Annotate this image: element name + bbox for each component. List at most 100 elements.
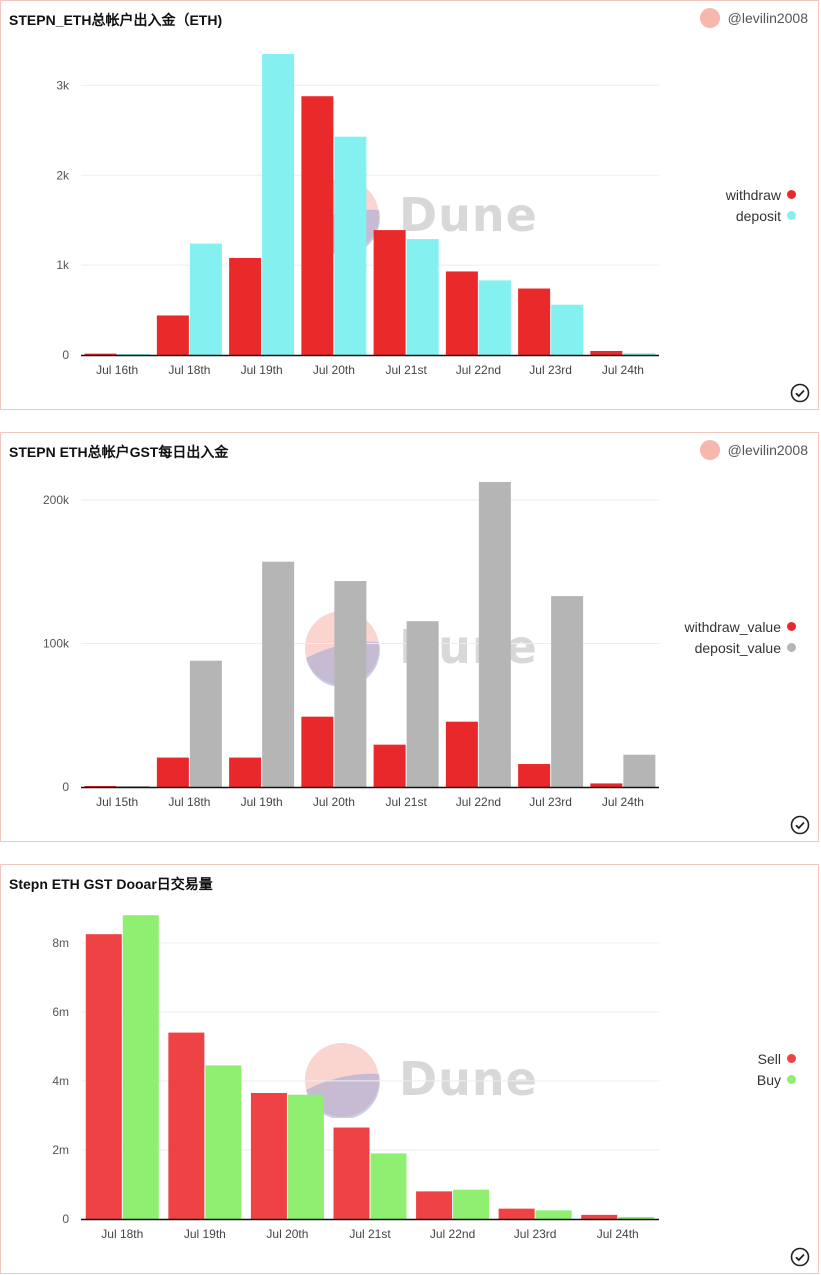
bar-chart-svg: 0 1k 2k 3k Jul 16th Jul 18th Jul 19th Jul 20th J… (56, 53, 659, 377)
bar-deposit (189, 243, 222, 355)
chart-panel-3: Stepn ETH GST Dooar日交易量 Dune 0 2m 4m 6m 8m Ju… (0, 864, 819, 1274)
x-tick-label: Jul 24th (602, 795, 644, 809)
bar-deposit-value (334, 581, 367, 787)
legend: withdraw deposit (726, 184, 796, 226)
bar-buy (205, 1065, 242, 1219)
bar-withdraw (445, 271, 478, 355)
bar-deposit (478, 280, 511, 355)
legend-label: deposit_value (694, 639, 781, 656)
x-tick-label: Jul 23rd (529, 795, 572, 809)
x-tick-label: Jul 20th (266, 1227, 308, 1241)
bar-deposit-value (406, 621, 439, 787)
y-tick-label: 2k (56, 168, 70, 182)
x-tick-label: Jul 23rd (514, 1227, 557, 1241)
author-name: @levilin2008 (727, 442, 808, 458)
x-tick-label: Jul 20th (313, 795, 355, 809)
x-tick-label: Jul 21st (385, 795, 427, 809)
author-name: @levilin2008 (727, 10, 808, 26)
check-circle-icon[interactable] (790, 815, 810, 835)
y-tick-label: 200k (43, 493, 70, 507)
bar-chart-svg: 0 100k 200k Jul 15th Jul 18th Jul 19th Jul 20t… (43, 482, 659, 809)
legend-dot (787, 190, 796, 199)
x-tick-label: Jul 21st (349, 1227, 391, 1241)
x-tick-label: Jul 20th (313, 363, 355, 377)
bar-sell (416, 1191, 453, 1219)
x-tick-label: Jul 24th (602, 363, 644, 377)
y-tick-label: 1k (56, 258, 70, 272)
bar-withdraw (301, 96, 334, 355)
bar-buy (618, 1216, 655, 1219)
bar-withdraw-value (373, 744, 406, 787)
bar-deposit-value (189, 660, 222, 787)
x-tick-label: Jul 22nd (456, 795, 501, 809)
y-tick-label: 6m (52, 1005, 69, 1019)
chart-panel-1: STEPN_ETH总帐户出入金（ETH) @levilin2008 Dune 0… (0, 0, 819, 410)
bar-deposit (406, 239, 439, 355)
legend: Sell Buy (757, 1048, 796, 1090)
legend-dot (787, 1075, 796, 1084)
check-circle-icon[interactable] (790, 1247, 810, 1267)
bar-withdraw (229, 257, 262, 355)
bar-deposit (623, 353, 656, 355)
bar-sell (498, 1208, 535, 1219)
x-tick-label: Jul 19th (241, 363, 283, 377)
legend-dot (787, 643, 796, 652)
bar-deposit-value (478, 482, 511, 787)
bar-deposit (334, 136, 367, 355)
x-tick-label: Jul 18th (101, 1227, 143, 1241)
avatar (699, 440, 720, 460)
x-tick-label: Jul 15th (96, 795, 138, 809)
bar-withdraw-value (518, 764, 551, 787)
legend-item-withdraw[interactable]: withdraw (726, 184, 796, 205)
bar-withdraw-value (84, 786, 117, 787)
legend-label: Buy (756, 1071, 781, 1088)
bar-buy (453, 1189, 490, 1219)
bar-sell (168, 1032, 205, 1219)
y-tick-label: 0 (62, 1212, 69, 1226)
legend-dot (787, 1054, 796, 1063)
bar-sell (250, 1092, 287, 1219)
bar-deposit-value (623, 754, 656, 787)
y-tick-label: 0 (62, 348, 69, 362)
y-tick-label: 2m (52, 1143, 69, 1157)
legend-item-deposit-value[interactable]: deposit_value (685, 637, 796, 658)
legend-item-buy[interactable]: Buy (757, 1069, 796, 1090)
author-link[interactable]: @levilin2008 (699, 8, 808, 28)
x-tick-label: Jul 24th (597, 1227, 639, 1241)
check-circle-icon[interactable] (790, 383, 810, 403)
legend-item-withdraw-value[interactable]: withdraw_value (685, 616, 796, 637)
y-tick-label: 0 (62, 780, 69, 794)
chart-title: STEPN_ETH总帐户出入金（ETH) (9, 12, 223, 28)
y-tick-label: 100k (43, 636, 70, 650)
legend-item-sell[interactable]: Sell (757, 1048, 796, 1069)
x-tick-label: Jul 16th (96, 363, 138, 377)
bar-chart-svg: 0 2m 4m 6m 8m Jul 18th Jul 19th Jul 20th Jul 21s… (52, 915, 659, 1241)
bar-sell (85, 934, 122, 1219)
legend-dot (787, 211, 796, 220)
bar-withdraw (590, 350, 623, 355)
x-tick-label: Jul 19th (184, 1227, 226, 1241)
y-tick-label: 4m (52, 1074, 69, 1088)
legend-label: withdraw (725, 186, 781, 203)
bar-deposit (551, 304, 584, 355)
bar-deposit (262, 53, 295, 356)
x-tick-label: Jul 18th (168, 363, 210, 377)
bar-deposit-value (117, 786, 150, 787)
bar-withdraw (373, 230, 406, 355)
watermark-text: Dune (399, 188, 538, 242)
y-tick-label: 3k (56, 78, 70, 92)
legend-item-deposit[interactable]: deposit (726, 205, 796, 226)
bar-buy (535, 1210, 572, 1219)
chart-panel-2: STEPN ETH总帐户GST每日出入金 @levilin2008 Dune 0… (0, 432, 819, 842)
bar-withdraw-value (301, 716, 334, 787)
x-tick-label: Jul 21st (385, 363, 427, 377)
bar-deposit-value (551, 596, 584, 787)
bar-deposit-value (262, 561, 295, 787)
bar-buy (370, 1153, 407, 1219)
x-tick-label: Jul 19th (241, 795, 283, 809)
author-link[interactable]: @levilin2008 (699, 440, 808, 460)
bar-withdraw (156, 315, 189, 355)
x-tick-label: Jul 22nd (430, 1227, 475, 1241)
bar-withdraw (84, 353, 117, 355)
bar-sell (581, 1214, 618, 1219)
